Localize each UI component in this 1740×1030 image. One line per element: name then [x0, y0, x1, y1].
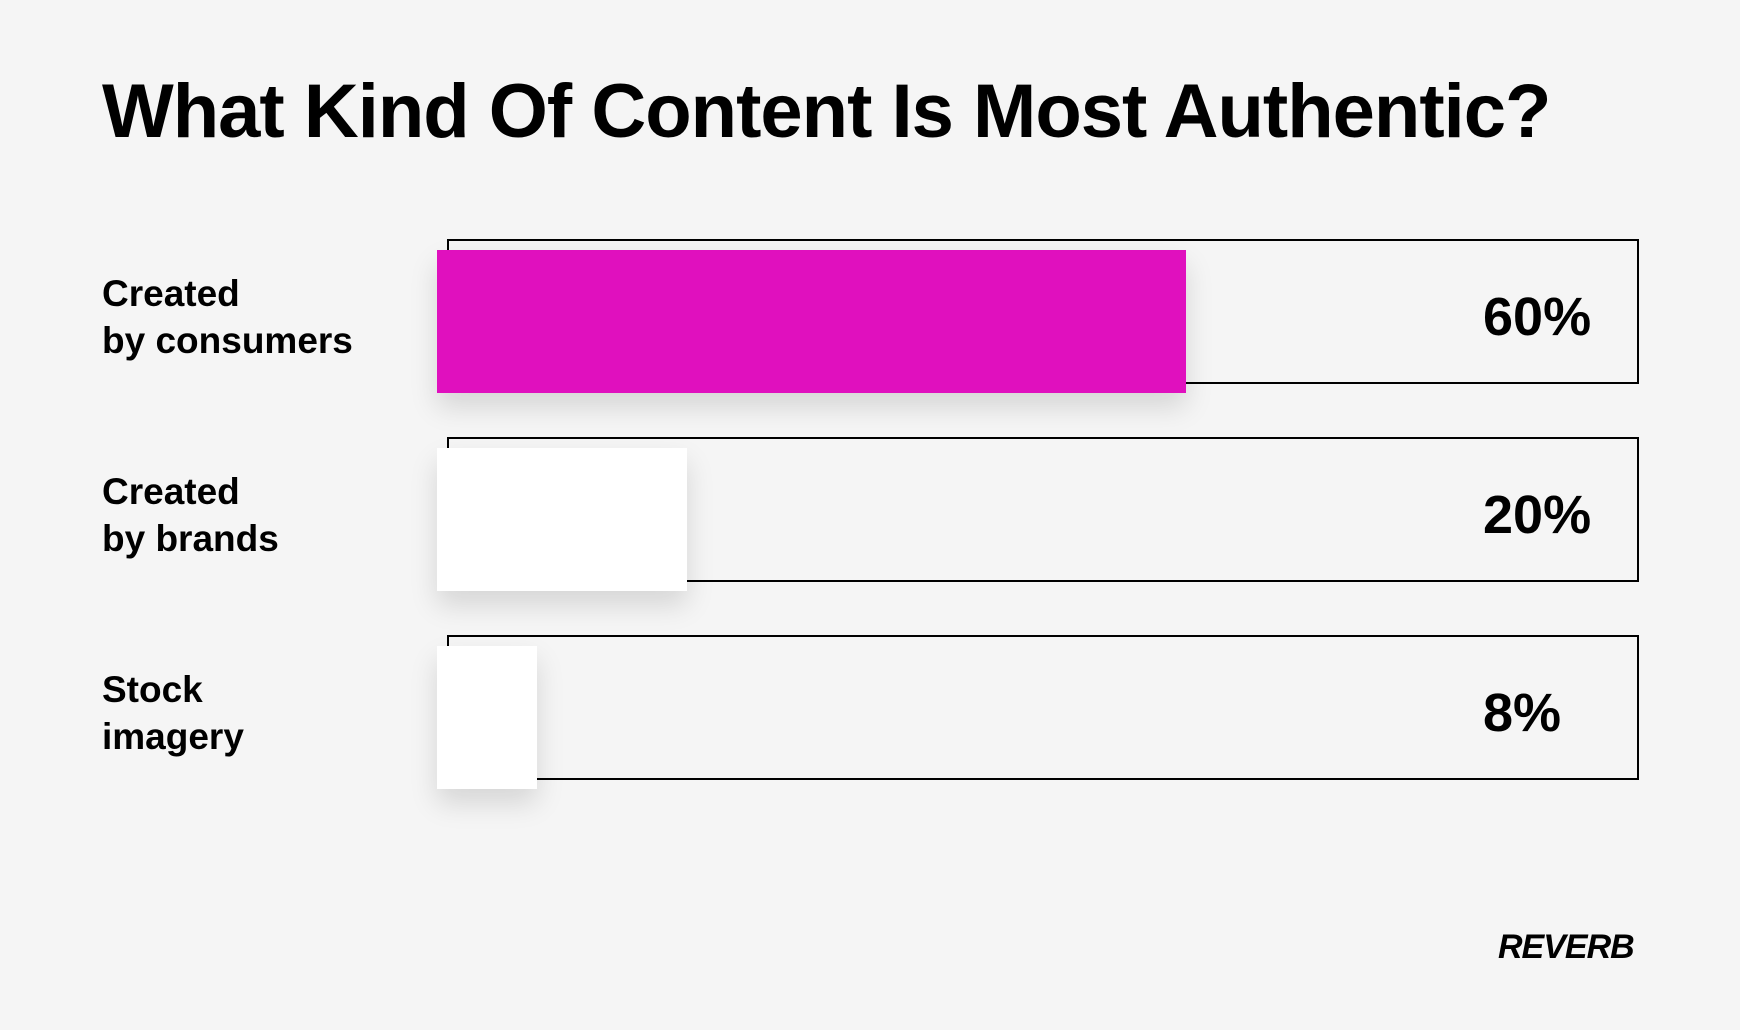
value-label: 20% [1483, 485, 1592, 545]
category-label: Created by consumers [102, 273, 353, 361]
bar [437, 646, 537, 789]
value-label: 60% [1483, 287, 1592, 347]
value-label: 8% [1483, 683, 1562, 743]
bar [437, 448, 687, 591]
bar [437, 250, 1186, 393]
chart-title: What Kind Of Content Is Most Authentic? [102, 69, 1551, 154]
logo: REVERB [1498, 928, 1635, 966]
category-label: Stock imagery [102, 669, 244, 757]
bar-frame [447, 635, 1639, 780]
category-label: Created by brands [102, 471, 279, 559]
